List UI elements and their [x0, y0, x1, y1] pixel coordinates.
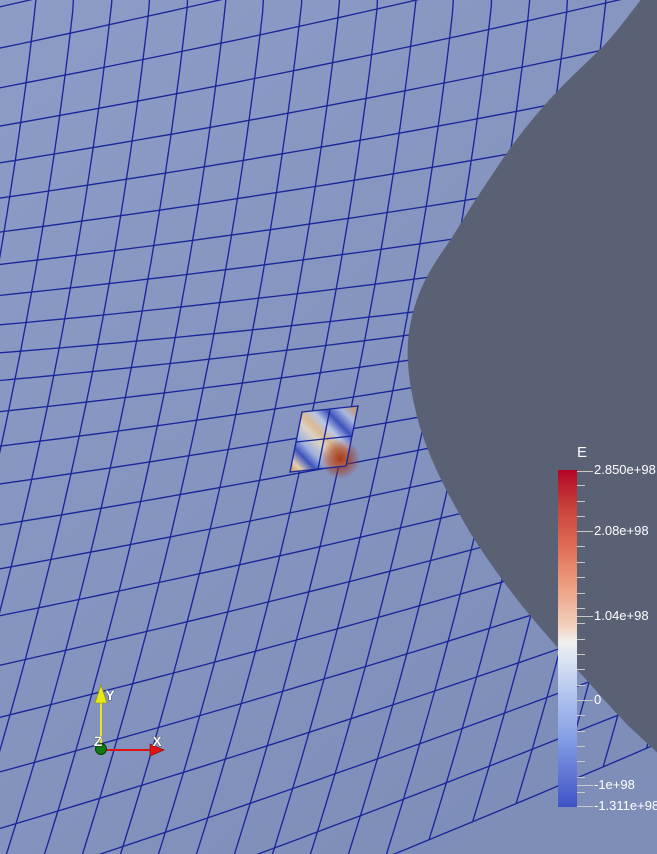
orientation-axes-widget: Y X Z [93, 684, 165, 757]
y-axis-label: Y [105, 687, 115, 703]
z-axis-label: Z [94, 733, 103, 749]
z-axis-sphere [95, 743, 107, 755]
stress-patch [289, 405, 360, 479]
x-axis-arrowhead [149, 743, 165, 757]
y-axis-arrowhead [94, 684, 108, 704]
x-axis-label: X [152, 733, 162, 749]
inner-surface [407, 0, 657, 753]
